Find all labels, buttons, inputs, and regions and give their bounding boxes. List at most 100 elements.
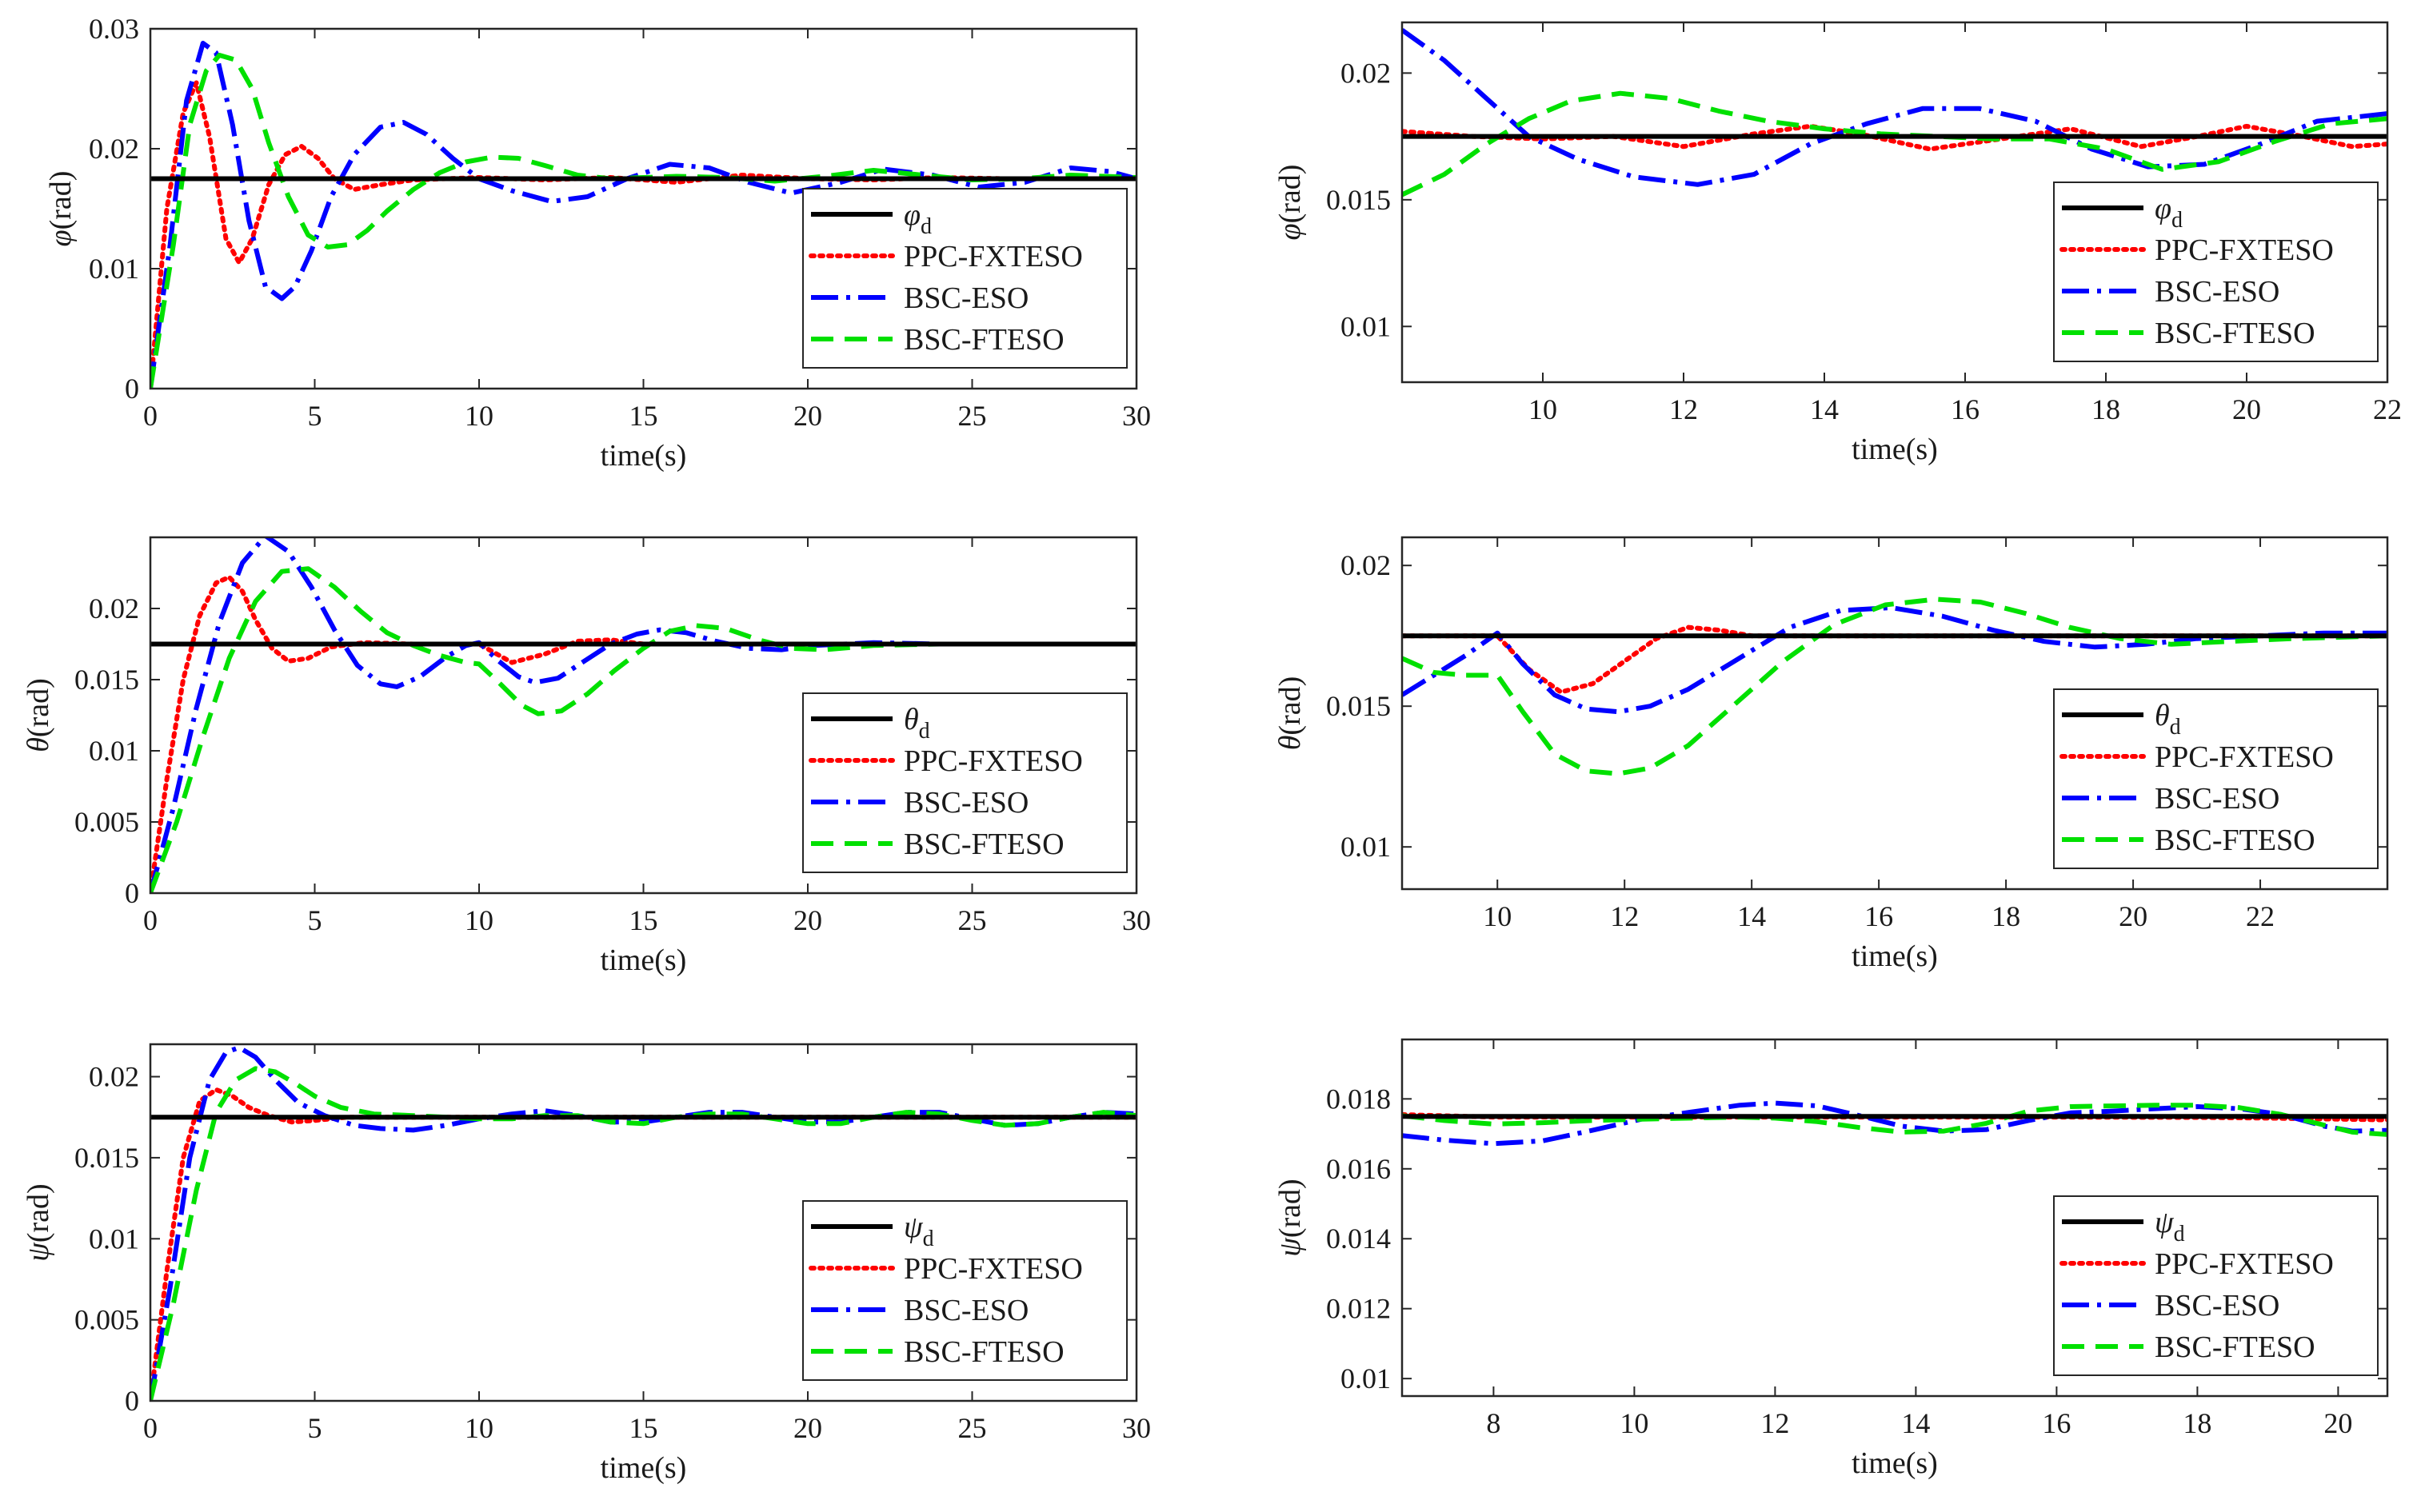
y-axis-label: θ(rad) <box>1273 676 1307 751</box>
x-tick-label: 15 <box>629 904 658 936</box>
x-tick-label: 22 <box>2373 393 2402 425</box>
series-group <box>1402 1100 2387 1147</box>
y-tick-label: 0.02 <box>89 592 139 624</box>
legend-label: PPC-FXTESO <box>904 744 1083 778</box>
series-line-bsc-fteso <box>150 566 1137 893</box>
y-axis-label: ψ(rad) <box>22 1183 55 1261</box>
legend-label: BSC-FTESO <box>2155 824 2315 857</box>
legend-symbol: φ <box>2155 192 2171 225</box>
x-tick-label: 5 <box>308 904 322 936</box>
x-axis-label: time(s) <box>601 439 687 473</box>
y-axis-symbol: φ <box>44 229 78 246</box>
y-tick-label: 0.03 <box>89 13 139 45</box>
y-axis-unit: (rad) <box>1273 676 1307 736</box>
y-axis-label: φ(rad) <box>44 171 78 247</box>
y-axis-label: θ(rad) <box>22 678 55 752</box>
legend-symbol: θ <box>2155 699 2170 732</box>
legend-label: PPC-FXTESO <box>2155 1247 2334 1281</box>
x-tick-label: 12 <box>1760 1407 1789 1439</box>
axes-box <box>149 27 1138 390</box>
y-axis-unit: (rad) <box>22 1183 55 1243</box>
legend-label: BSC-FTESO <box>904 1335 1065 1369</box>
panel-theta_zoom: 10 12 14 16 18 20 220.010.0150.02time(s)θ(rad)… <box>1273 536 2389 973</box>
x-tick-label: 15 <box>629 400 658 432</box>
y-tick-label: 0.01 <box>89 735 139 767</box>
x-tick-label: 20 <box>2232 393 2261 425</box>
panel-phi_zoom: 10 12 14 16 18 20 220.010.0150.02time(s)φ(rad)… <box>1273 21 2402 466</box>
y-axis-label: φ(rad) <box>1273 165 1307 241</box>
y-axis-symbol: ψ <box>1273 1237 1307 1257</box>
x-tick-label: 22 <box>2246 900 2275 932</box>
x-tick-label: 0 <box>143 904 158 936</box>
y-axis-unit: (rad) <box>22 678 55 737</box>
legend-label: θd <box>904 703 930 744</box>
legend-label: BSC-ESO <box>2155 275 2279 309</box>
x-axis-label: time(s) <box>601 944 687 977</box>
x-tick-label: 10 <box>1528 393 1557 425</box>
axes-box <box>149 536 1138 895</box>
x-tick-label: 12 <box>1669 393 1698 425</box>
y-tick-label: 0.015 <box>74 664 139 696</box>
legend-label: ψd <box>2155 1206 2185 1247</box>
series-group <box>150 41 1137 389</box>
legend-label: BSC-ESO <box>2155 782 2279 816</box>
legend-label: ψd <box>904 1211 934 1251</box>
y-tick-label: 0.005 <box>74 1304 139 1336</box>
axes-box <box>1400 1038 2389 1398</box>
panel-theta_full: 0 5 10 15 20 25 3000.0050.010.0150.02time(s)θ(… <box>22 536 1151 977</box>
legend-subscript: d <box>2171 208 2183 233</box>
x-tick-label: 10 <box>1620 1407 1648 1439</box>
x-tick-label: 18 <box>2183 1407 2211 1439</box>
axes-box <box>1400 536 2389 891</box>
legend-box <box>2053 1195 2379 1376</box>
y-tick-label: 0.014 <box>1326 1223 1391 1255</box>
series-line-bsc-fteso <box>150 53 1137 389</box>
y-tick-label: 0 <box>125 373 139 405</box>
y-tick-label: 0.01 <box>1340 1362 1391 1394</box>
series-line-bsc-eso <box>150 1045 1137 1401</box>
y-tick-label: 0.012 <box>1326 1293 1391 1325</box>
legend-label: BSC-FTESO <box>2155 317 2315 350</box>
x-tick-label: 30 <box>1122 1412 1151 1444</box>
x-tick-label: 30 <box>1122 904 1151 936</box>
x-tick-label: 30 <box>1122 400 1151 432</box>
x-tick-label: 25 <box>958 904 987 936</box>
y-tick-label: 0.01 <box>1340 831 1391 863</box>
x-tick-label: 25 <box>958 1412 987 1444</box>
legend-symbol: θ <box>904 703 919 736</box>
series-group <box>1402 596 2387 776</box>
y-tick-label: 0.01 <box>1340 310 1391 342</box>
x-tick-label: 10 <box>465 400 493 432</box>
y-tick-label: 0 <box>125 1385 139 1417</box>
legend-label: BSC-FTESO <box>904 828 1065 861</box>
x-tick-label: 5 <box>308 400 322 432</box>
y-tick-label: 0.01 <box>89 1223 139 1255</box>
legend-label: PPC-FXTESO <box>2155 740 2334 774</box>
legend-label: φd <box>2155 192 2183 233</box>
x-tick-label: 20 <box>2119 900 2147 932</box>
legend-symbol: ψ <box>904 1211 924 1244</box>
legend-label: φd <box>904 198 932 239</box>
x-axis-label: time(s) <box>1852 940 1938 973</box>
legend-subscript: d <box>2170 715 2181 740</box>
axes-box <box>1400 21 2389 384</box>
x-axis-label: time(s) <box>1852 433 1938 466</box>
x-tick-label: 8 <box>1486 1407 1500 1439</box>
legend-label: PPC-FXTESO <box>2155 233 2334 267</box>
x-tick-label: 0 <box>143 400 158 432</box>
series-line-bsc-eso <box>1402 605 2387 715</box>
y-axis-symbol: θ <box>22 737 55 752</box>
legend-subscript: d <box>921 214 932 239</box>
axes-box <box>149 1043 1138 1402</box>
x-tick-label: 14 <box>1810 393 1839 425</box>
x-tick-label: 14 <box>1901 1407 1930 1439</box>
x-tick-label: 10 <box>1483 900 1512 932</box>
legend-label: θd <box>2155 699 2181 740</box>
